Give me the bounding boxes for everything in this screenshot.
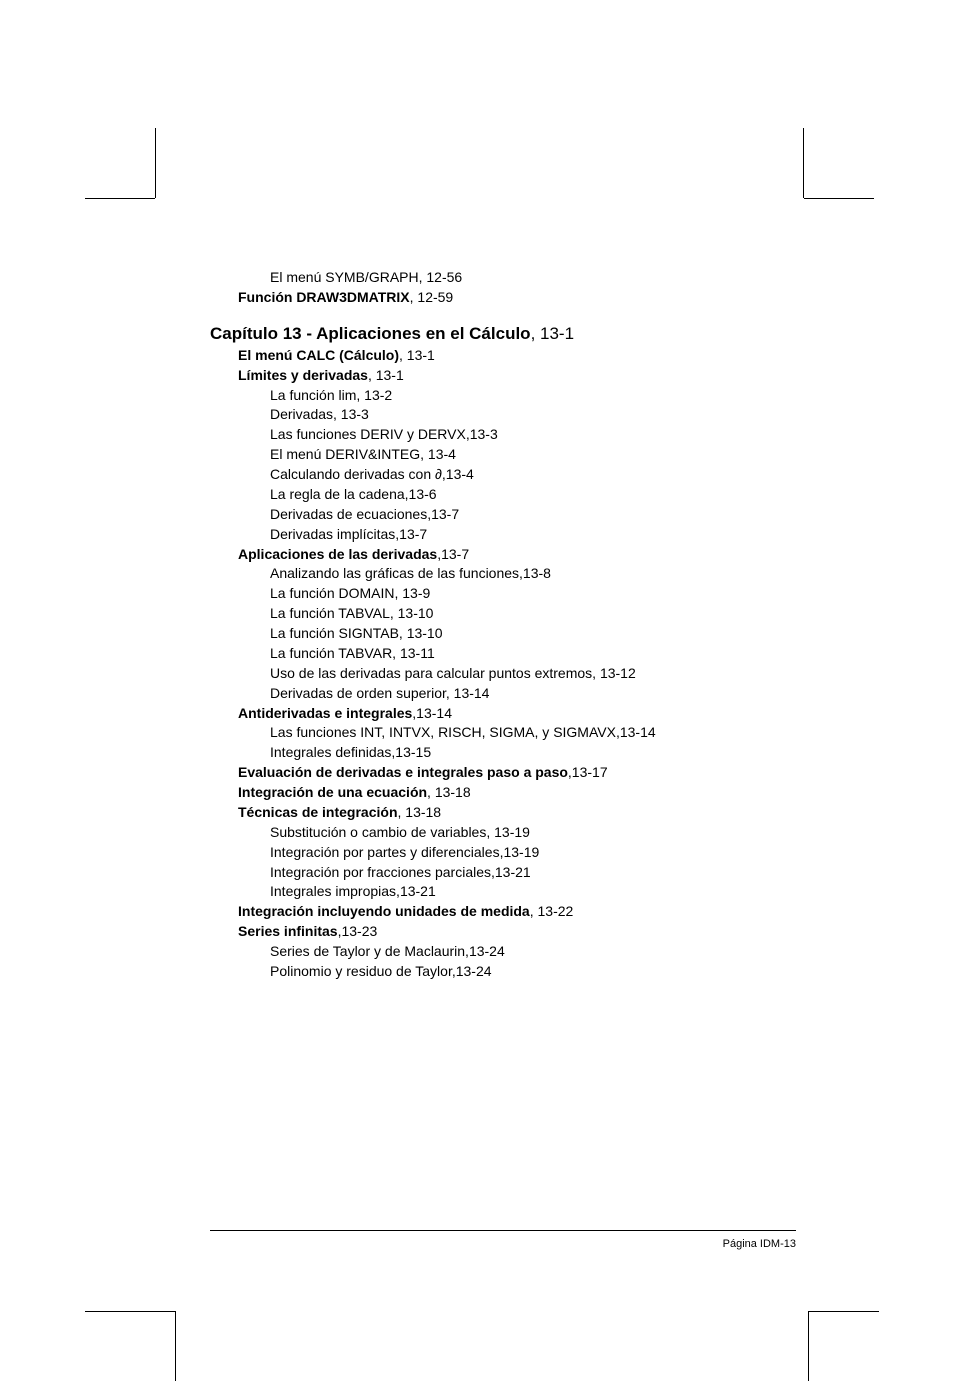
toc-entry-title: Aplicaciones de las derivadas bbox=[238, 546, 437, 562]
toc-entry: Límites y derivadas, 13-1 bbox=[238, 366, 800, 386]
toc-entry-title: Técnicas de integración bbox=[238, 804, 398, 820]
toc-entry-ref: ,13-23 bbox=[338, 923, 378, 939]
toc-entry: La función DOMAIN, 13-9 bbox=[270, 584, 800, 604]
toc-entry: Derivadas, 13-3 bbox=[270, 405, 800, 425]
toc-entry-title: Evaluación de derivadas e integrales pas… bbox=[238, 764, 568, 780]
toc-entry: Técnicas de integración, 13-18 bbox=[238, 803, 800, 823]
toc-entry-ref: ,13-7 bbox=[437, 546, 469, 562]
chapter-heading: Capítulo 13 - Aplicaciones en el Cálculo… bbox=[210, 324, 800, 344]
toc-entry-title: Integración incluyendo unidades de medid… bbox=[238, 903, 530, 919]
toc-entry-ref: , 13-22 bbox=[530, 903, 574, 919]
toc-entry: Las funciones DERIV y DERVX,13-3 bbox=[270, 425, 800, 445]
toc-entry: El menú DERIV&INTEG, 13-4 bbox=[270, 445, 800, 465]
toc-entry-ref: , 13-1 bbox=[399, 347, 435, 363]
toc-entry: La función TABVAR, 13-11 bbox=[270, 644, 800, 664]
toc-entry: La regla de la cadena,13-6 bbox=[270, 485, 800, 505]
toc-entry-ref: , 13-18 bbox=[427, 784, 471, 800]
toc-entry-title: El menú CALC (Cálculo) bbox=[238, 347, 399, 363]
toc-entry-title: Función DRAW3DMATRIX bbox=[238, 289, 410, 305]
toc-entry-title: Antiderivadas e integrales bbox=[238, 705, 412, 721]
toc-entry-ref: ,13-17 bbox=[568, 764, 608, 780]
toc-entry: Substitución o cambio de variables, 13-1… bbox=[270, 823, 800, 843]
toc-entry: Derivadas implícitas,13-7 bbox=[270, 525, 800, 545]
toc-entry: Integrales definidas,13-15 bbox=[270, 743, 800, 763]
toc-entry: Integración por partes y diferenciales,1… bbox=[270, 843, 800, 863]
toc-entry-ref: , 13-18 bbox=[398, 804, 442, 820]
toc-entry: Función DRAW3DMATRIX, 12-59 bbox=[238, 288, 800, 308]
toc-entry: El menú SYMB/GRAPH, 12-56 bbox=[270, 268, 800, 288]
toc-entry: Series infinitas,13-23 bbox=[238, 922, 800, 942]
toc-entry: La función lim, 13-2 bbox=[270, 386, 800, 406]
toc-entry: Integración por fracciones parciales,13-… bbox=[270, 863, 800, 883]
toc-entry-title: Integración de una ecuación bbox=[238, 784, 427, 800]
toc-entry: Polinomio y residuo de Taylor,13-24 bbox=[270, 962, 800, 982]
toc-content: El menú SYMB/GRAPH, 12-56Función DRAW3DM… bbox=[210, 268, 800, 982]
footer-rule bbox=[210, 1230, 796, 1231]
toc-entry: Integración de una ecuación, 13-18 bbox=[238, 783, 800, 803]
toc-entry: Evaluación de derivadas e integrales pas… bbox=[238, 763, 800, 783]
toc-entry-title: Series infinitas bbox=[238, 923, 338, 939]
toc-entry: Calculando derivadas con ∂,13-4 bbox=[270, 465, 800, 485]
toc-entry: Series de Taylor y de Maclaurin,13-24 bbox=[270, 942, 800, 962]
toc-entry: Integración incluyendo unidades de medid… bbox=[238, 902, 800, 922]
toc-entry: Analizando las gráficas de las funciones… bbox=[270, 564, 800, 584]
toc-entry-ref: , 12-59 bbox=[410, 289, 454, 305]
toc-entry-ref: ,13-14 bbox=[412, 705, 452, 721]
toc-entry: Antiderivadas e integrales,13-14 bbox=[238, 704, 800, 724]
toc-entry: Aplicaciones de las derivadas,13-7 bbox=[238, 545, 800, 565]
toc-entry: El menú CALC (Cálculo), 13-1 bbox=[238, 346, 800, 366]
toc-entry: Las funciones INT, INTVX, RISCH, SIGMA, … bbox=[270, 723, 800, 743]
toc-entry: Derivadas de ecuaciones,13-7 bbox=[270, 505, 800, 525]
footer-page-number: Página IDM-13 bbox=[723, 1238, 796, 1250]
chapter-page-ref: , 13-1 bbox=[531, 324, 574, 343]
toc-entry: Uso de las derivadas para calcular punto… bbox=[270, 664, 800, 684]
toc-entry: Integrales impropias,13-21 bbox=[270, 882, 800, 902]
toc-entry: La función TABVAL, 13-10 bbox=[270, 604, 800, 624]
toc-entry-title: Límites y derivadas bbox=[238, 367, 368, 383]
toc-entry: La función SIGNTAB, 13-10 bbox=[270, 624, 800, 644]
toc-entry: Derivadas de orden superior, 13-14 bbox=[270, 684, 800, 704]
chapter-title-text: Capítulo 13 - Aplicaciones en el Cálculo bbox=[210, 324, 531, 343]
toc-entry-ref: , 13-1 bbox=[368, 367, 404, 383]
